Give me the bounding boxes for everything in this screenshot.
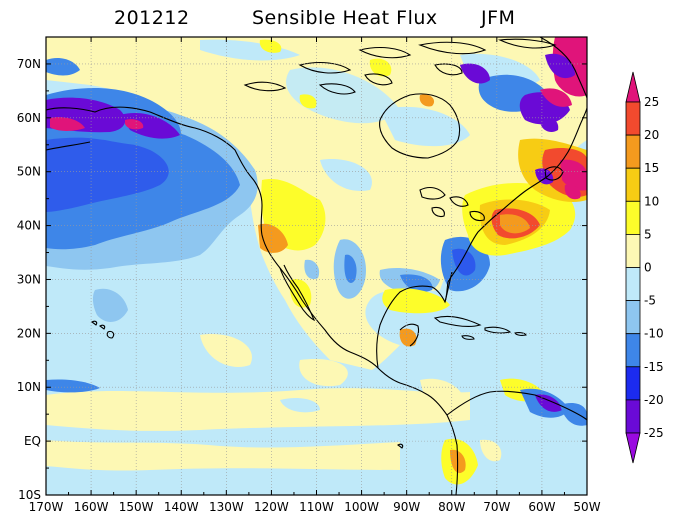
y-tick-label: 10N: [17, 380, 41, 394]
colorbar-label: -25: [644, 426, 664, 440]
x-tick-label: 160W: [74, 500, 109, 514]
x-tick-label: 170W: [29, 500, 64, 514]
colorbar-label: 10: [644, 194, 659, 208]
colorbar-top-triangle: [625, 71, 641, 103]
colorbar-segment: [625, 333, 641, 368]
colorbar-segment: [625, 399, 641, 434]
x-tick-label: 50W: [573, 500, 600, 514]
x-tick-label: 70W: [483, 500, 510, 514]
y-tick-label: 20N: [17, 326, 41, 340]
colorbar-segment: [625, 200, 641, 235]
colorbar: 25 20 15 10 5 0 -5 -10 -15 -20 -25: [625, 71, 664, 464]
colorbar-segment: [625, 167, 641, 202]
colorbar-label: -15: [644, 360, 664, 374]
title-period: 201212: [114, 7, 190, 29]
y-tick-label: EQ: [24, 434, 41, 448]
colorbar-segment: [625, 134, 641, 169]
x-tick-label: 110W: [299, 500, 334, 514]
x-tick-label: 140W: [164, 500, 199, 514]
graticule: [46, 37, 587, 495]
y-tick-label: 50N: [17, 165, 41, 179]
x-tick-label: 90W: [393, 500, 420, 514]
colorbar-label: 5: [644, 227, 652, 241]
x-tick-label: 120W: [254, 500, 289, 514]
colorbar-bottom-triangle: [625, 432, 641, 464]
colorbar-segment: [625, 267, 641, 301]
title-variable: Sensible Heat Flux: [252, 7, 438, 29]
colorbar-label: -20: [644, 393, 664, 407]
colorbar-label: 15: [644, 161, 659, 175]
x-tick-label: 130W: [209, 500, 244, 514]
colorbar-label: -5: [644, 294, 656, 308]
y-tick-label: 70N: [17, 57, 41, 71]
colorbar-label: 20: [644, 128, 659, 142]
colorbar-segment: [625, 101, 641, 136]
y-tick-label: 10S: [18, 488, 41, 502]
colorbar-segment: [625, 300, 641, 335]
x-tick-label: 100W: [344, 500, 379, 514]
y-tick-label: 30N: [17, 272, 41, 286]
colorbar-segment: [625, 233, 641, 268]
coastlines: [46, 37, 587, 495]
colorbar-label: 25: [644, 95, 659, 109]
axes: 170W 160W 150W 140W 130W 120W 110W 100W 90W 80W 70…: [17, 36, 601, 514]
y-tick-label: 60N: [17, 111, 41, 125]
field-layer: [46, 37, 587, 495]
colorbar-label: -10: [644, 327, 664, 341]
x-tick-label: 150W: [119, 500, 154, 514]
x-tick-label: 80W: [438, 500, 465, 514]
colorbar-segment: [625, 366, 641, 401]
y-tick-label: 40N: [17, 219, 41, 233]
x-tick-label: 60W: [528, 500, 555, 514]
colorbar-label: 0: [644, 261, 652, 275]
title-season: JFM: [480, 7, 515, 29]
